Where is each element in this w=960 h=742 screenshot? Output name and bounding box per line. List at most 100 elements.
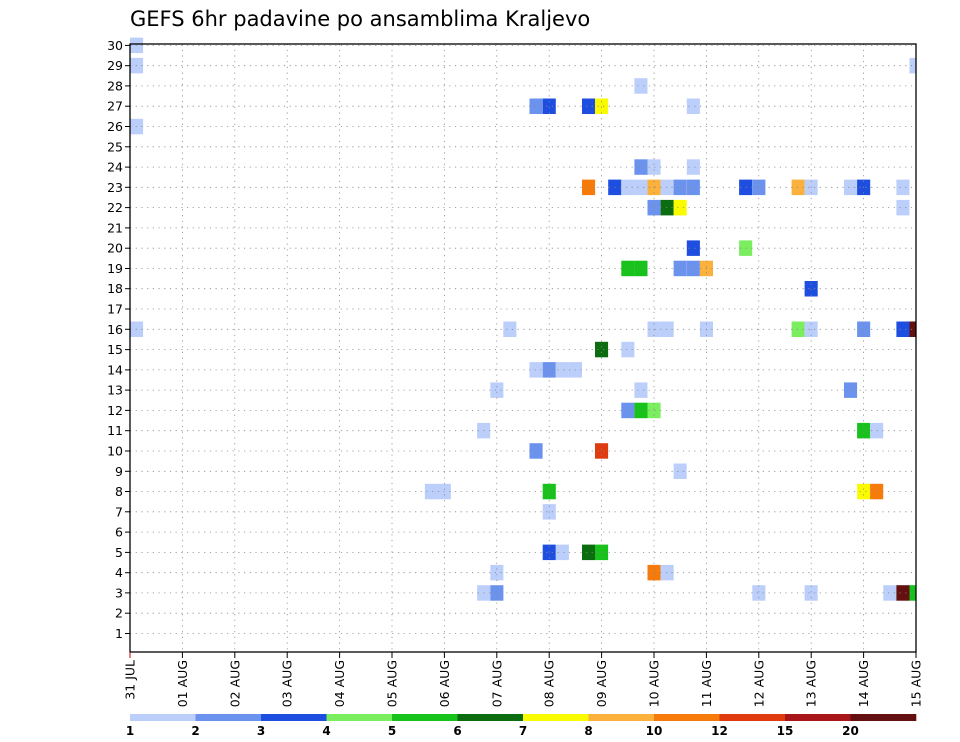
- heatmap-cell: [634, 382, 648, 398]
- y-tick-label: 18: [107, 281, 123, 296]
- colorbar-tick-label: 7: [519, 724, 527, 738]
- heatmap-cell: [909, 321, 916, 337]
- x-tick-label: 05 AUG: [385, 660, 400, 707]
- colorbar-segment: [654, 714, 720, 721]
- x-tick-label: 04 AUG: [332, 660, 347, 707]
- heatmap-cell: [804, 281, 818, 297]
- heatmap-cell: [909, 57, 916, 74]
- x-tick-label: 01 AUG: [175, 660, 190, 707]
- plot-frame: [129, 43, 917, 653]
- y-tick-label: 14: [107, 362, 123, 377]
- colorbar-tick-label: 6: [453, 724, 461, 738]
- colorbar-tick-label: 2: [191, 724, 199, 738]
- colorbar-segment: [261, 714, 327, 721]
- heatmap-cell: [883, 585, 897, 601]
- heatmap-cell: [896, 179, 910, 196]
- colorbar-segment: [392, 714, 458, 721]
- heatmap-cell: [634, 159, 648, 175]
- x-axis-ticks: 31 JUL 01 AUG 02 AUG 03 AUG 04 AUG 05 AUG 06 A…: [123, 652, 924, 707]
- heatmap-cell: [555, 544, 569, 561]
- heatmap-cell: [791, 179, 805, 196]
- y-axis-ticks: 1234567891011121314151617181920212223242…: [107, 38, 130, 641]
- x-tick-label: 14 AUG: [856, 660, 871, 707]
- y-tick-label: 27: [107, 99, 123, 114]
- heatmap-cell: [804, 585, 818, 601]
- heatmap-cell: [896, 199, 910, 216]
- colorbar-tick-label: 10: [646, 724, 663, 738]
- chart-title: GEFS 6hr padavine po ansamblima Kraljevo: [130, 7, 590, 31]
- x-tick-label: 13 AUG: [804, 660, 819, 707]
- y-tick-label: 29: [107, 58, 123, 73]
- heatmap-cell: [844, 179, 858, 196]
- y-tick-label: 21: [107, 220, 123, 235]
- heatmap-cell: [673, 463, 687, 479]
- heatmap-cell: [673, 260, 687, 277]
- heatmap-cell: [634, 260, 648, 277]
- colorbar-tick-label: 12: [711, 724, 728, 738]
- heatmap-cell: [555, 362, 569, 378]
- heatmap-cell: [647, 564, 661, 581]
- heatmap-cell: [621, 341, 635, 358]
- y-tick-label: 9: [115, 464, 123, 479]
- heatmap-cell: [582, 544, 596, 561]
- heatmap-cell: [660, 199, 674, 216]
- heatmap-cell: [424, 483, 438, 500]
- colorbar-segment: [195, 714, 262, 721]
- y-tick-label: 11: [107, 423, 123, 438]
- heatmap-cell: [595, 98, 609, 114]
- heatmap-cell: [660, 179, 674, 196]
- x-tick-label: 12 AUG: [751, 660, 766, 707]
- heatmap-cell: [752, 585, 766, 601]
- heatmap-cell: [634, 78, 648, 94]
- heatmap-cell: [634, 179, 648, 196]
- heatmap-cell: [647, 159, 661, 175]
- heatmap-cell: [490, 382, 504, 398]
- heatmap-cell: [542, 483, 556, 500]
- heatmap-cell: [529, 98, 543, 114]
- heatmap-cell: [647, 199, 661, 216]
- heatmap-cell: [673, 199, 687, 216]
- y-tick-label: 3: [115, 585, 123, 600]
- y-tick-label: 12: [107, 403, 123, 418]
- heatmap-cell: [660, 321, 674, 337]
- heatmap-cell: [529, 362, 543, 378]
- y-tick-label: 24: [107, 160, 123, 175]
- heatmap-cell: [896, 585, 910, 601]
- colorbar-tick-label: 3: [257, 724, 265, 738]
- y-tick-label: 20: [107, 241, 123, 256]
- heatmap-cell: [909, 585, 916, 601]
- y-tick-label: 26: [107, 119, 123, 134]
- y-tick-label: 1: [115, 626, 123, 641]
- y-tick-label: 2: [115, 606, 123, 621]
- heatmap-cell: [686, 159, 700, 175]
- heatmap-cell: [542, 98, 556, 114]
- colorbar-segment: [326, 714, 393, 721]
- colorbar-segment: [850, 714, 917, 721]
- y-tick-label: 4: [115, 565, 123, 580]
- x-tick-label: 10 AUG: [647, 660, 662, 707]
- heatmap-cell: [686, 240, 700, 256]
- y-tick-label: 8: [115, 484, 123, 499]
- heatmap-cell: [686, 179, 700, 196]
- heatmap-cell: [857, 422, 871, 439]
- y-tick-label: 7: [115, 504, 123, 519]
- x-tick-label: 02 AUG: [227, 660, 242, 707]
- colorbar-segment: [523, 714, 589, 721]
- grid-lines: [130, 44, 916, 652]
- heatmap-cell: [870, 422, 884, 439]
- y-tick-label: 28: [107, 78, 123, 93]
- y-tick-label: 23: [107, 180, 123, 195]
- heatmap-cell: [490, 585, 504, 601]
- heatmap-cell: [582, 98, 596, 114]
- heatmap-cell: [647, 402, 661, 419]
- colorbar-tick-label: 4: [322, 724, 330, 738]
- y-tick-label: 17: [107, 302, 123, 317]
- colorbar-tick-label: 1: [126, 724, 134, 738]
- x-tick-label: 06 AUG: [437, 660, 452, 707]
- x-tick-label: 11 AUG: [699, 660, 714, 707]
- heatmap-cell: [621, 179, 635, 196]
- y-tick-label: 5: [115, 545, 123, 560]
- heatmap-cell: [503, 321, 517, 337]
- colorbar-tick-label: 20: [842, 724, 859, 738]
